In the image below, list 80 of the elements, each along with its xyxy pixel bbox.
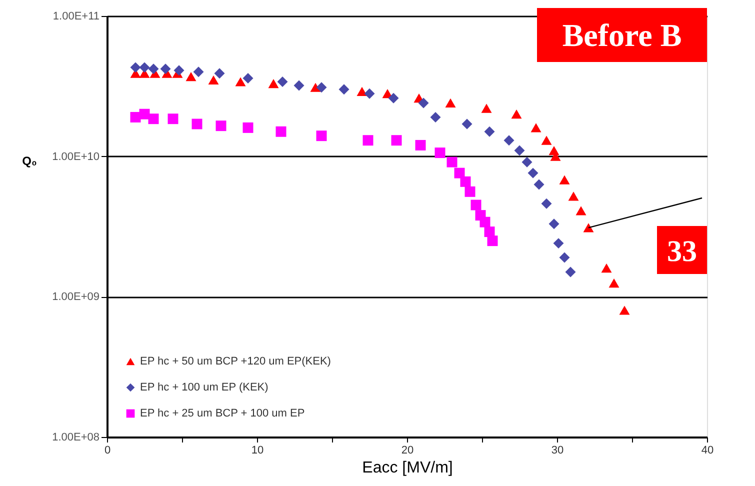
- point: [528, 168, 538, 178]
- point: [216, 120, 226, 132]
- point: [559, 252, 570, 263]
- x-tick-label: 0: [104, 444, 111, 456]
- point: [214, 68, 225, 79]
- point: [559, 175, 570, 184]
- point: [186, 72, 196, 82]
- point: [568, 192, 579, 201]
- y-axis-title: Q₀: [22, 154, 37, 168]
- annotation: 33: [667, 235, 697, 268]
- point: [481, 104, 492, 113]
- point: [391, 135, 402, 146]
- legend-label: EP hc + 100 um EP (KEK): [140, 382, 268, 394]
- point: [430, 112, 441, 122]
- point: [619, 306, 630, 315]
- point: [530, 123, 542, 132]
- x-tick-label: 30: [551, 444, 564, 456]
- x-axis-title: Eacc [MV/m]: [362, 460, 453, 476]
- point: [434, 148, 446, 158]
- point: [338, 84, 350, 95]
- point: [534, 179, 544, 190]
- point: [362, 135, 374, 146]
- point: [446, 156, 458, 168]
- point: [268, 79, 279, 88]
- point: [364, 88, 375, 99]
- x-tick-label: 20: [401, 444, 414, 456]
- point: [480, 216, 490, 228]
- point: [294, 80, 304, 91]
- point: [208, 75, 219, 85]
- y-tick-label: 1.00E+11: [52, 10, 100, 22]
- point: [608, 278, 620, 288]
- point: [192, 118, 202, 130]
- point: [583, 223, 594, 232]
- point: [310, 82, 321, 92]
- y-tick-label: 1.00E+10: [52, 150, 100, 163]
- point: [548, 218, 560, 230]
- point: [148, 64, 159, 74]
- point: [316, 82, 327, 93]
- point: [576, 206, 586, 216]
- point: [484, 126, 495, 137]
- x-tick-label: 40: [701, 444, 714, 456]
- point: [388, 92, 399, 104]
- point: [415, 140, 426, 150]
- point: [511, 110, 522, 119]
- point: [235, 77, 246, 86]
- point: [541, 198, 552, 209]
- point: [460, 176, 471, 187]
- point: [470, 200, 482, 210]
- point: [565, 266, 576, 278]
- point: [139, 108, 150, 120]
- point: [160, 64, 171, 74]
- point: [553, 238, 564, 249]
- legend-label: EP hc + 50 um BCP +120 um EP(KEK): [140, 356, 331, 368]
- y-tick-label: 1.00E+08: [52, 432, 100, 444]
- point: [462, 118, 472, 130]
- point: [174, 65, 184, 76]
- point: [464, 186, 476, 197]
- point: [148, 114, 159, 124]
- point: [193, 66, 204, 78]
- point: [541, 136, 552, 145]
- point: [277, 76, 288, 87]
- point: [139, 62, 150, 73]
- point: [487, 236, 498, 246]
- y-tick-label: 1.00E+09: [52, 291, 100, 304]
- point: [168, 114, 178, 124]
- point: [522, 156, 532, 168]
- point: [504, 135, 514, 146]
- point: [601, 263, 612, 273]
- annotation: Before B: [562, 17, 682, 53]
- point: [316, 130, 327, 142]
- x-tick-label: 10: [251, 444, 264, 456]
- point: [445, 98, 456, 108]
- legend-label: EP hc + 25 um BCP + 100 um EP: [140, 408, 305, 420]
- point: [276, 126, 286, 137]
- point: [514, 145, 525, 156]
- point: [130, 62, 141, 73]
- point: [356, 86, 368, 96]
- point: [418, 98, 429, 108]
- point: [242, 73, 254, 84]
- point: [242, 122, 254, 133]
